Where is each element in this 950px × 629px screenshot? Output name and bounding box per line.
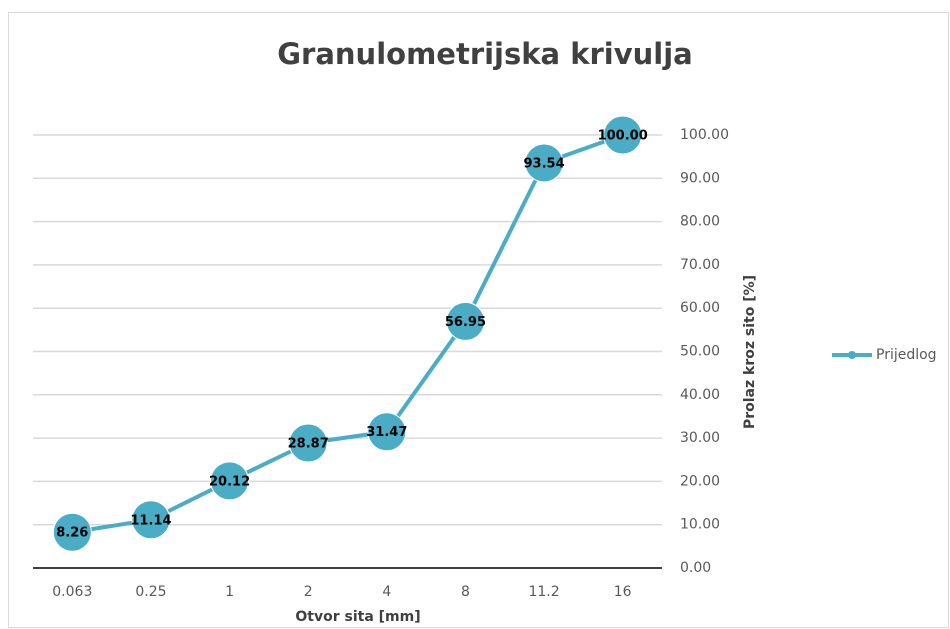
x-tick-label: 16 [614,584,632,600]
x-tick-label: 8 [461,584,470,600]
data-label: 11.14 [130,513,171,528]
data-label: 28.87 [288,436,329,451]
data-label: 100.00 [598,129,648,144]
data-point [131,500,171,540]
y-tick-label: 60.00 [680,300,720,316]
x-tick-label: 0.063 [52,584,92,600]
y-tick-label: 80.00 [680,214,720,230]
chart-title: Granulometrijska krivulja [277,37,693,71]
y-tick-label: 100.00 [680,127,729,143]
data-label: 31.47 [366,425,407,440]
y-tick-label: 10.00 [680,517,720,533]
x-tick-label: 11.2 [528,584,559,600]
data-label: 93.54 [524,156,565,171]
y-tick-label: 50.00 [680,344,720,360]
data-label: 20.12 [209,474,250,489]
data-point [288,423,328,463]
y-tick-label: 20.00 [680,473,720,489]
legend-label: Prijedlog [876,347,937,363]
data-point [524,143,564,183]
legend-marker [848,351,856,359]
y-tick-label: 40.00 [680,387,720,403]
data-label: 56.95 [445,315,486,330]
data-point [367,412,407,452]
x-axis-label: Otvor sita [mm] [295,609,420,625]
data-point [52,512,92,552]
data-point [445,301,485,341]
y-tick-label: 0.00 [680,560,711,576]
y-axis-label: Prolaz kroz sito [%] [742,275,758,429]
y-tick-label: 30.00 [680,430,720,446]
data-point [210,461,250,501]
x-tick-label: 2 [304,584,313,600]
x-tick-label: 1 [225,584,234,600]
y-tick-label: 70.00 [680,257,720,273]
data-label: 8.26 [56,526,88,541]
x-tick-label: 4 [382,584,391,600]
x-tick-label: 0.25 [135,584,166,600]
data-point [603,115,643,155]
y-tick-label: 90.00 [680,170,720,186]
